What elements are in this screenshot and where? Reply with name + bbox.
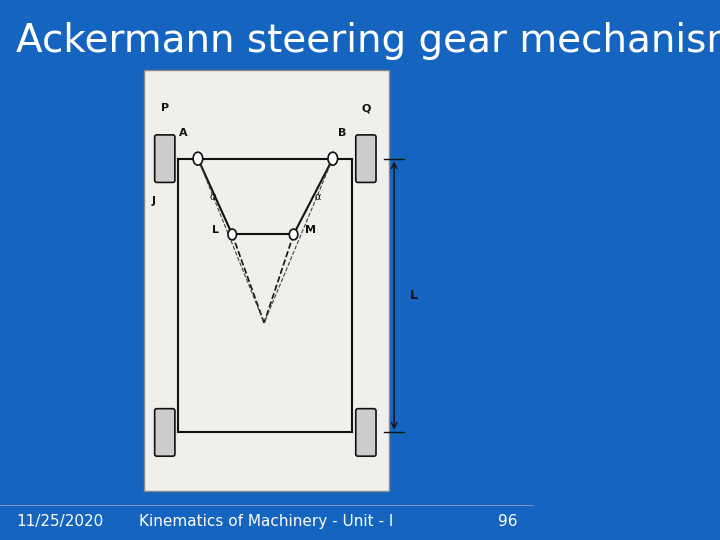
FancyBboxPatch shape — [155, 409, 175, 456]
FancyBboxPatch shape — [356, 135, 376, 183]
Text: α: α — [315, 192, 321, 201]
Ellipse shape — [289, 229, 298, 240]
Text: Ackermann steering gear mechanism: Ackermann steering gear mechanism — [16, 22, 720, 59]
FancyBboxPatch shape — [144, 70, 390, 491]
Text: α: α — [210, 192, 216, 201]
Text: Q: Q — [361, 103, 371, 113]
Ellipse shape — [228, 229, 236, 240]
Text: Kinematics of Machinery - Unit - I: Kinematics of Machinery - Unit - I — [140, 514, 394, 529]
Text: L: L — [212, 225, 219, 235]
Text: M: M — [305, 225, 316, 235]
Text: 11/25/2020: 11/25/2020 — [16, 514, 103, 529]
Text: B: B — [338, 129, 347, 138]
Text: L: L — [410, 289, 418, 302]
Text: P: P — [161, 103, 169, 113]
Text: A: A — [179, 129, 187, 138]
FancyBboxPatch shape — [155, 135, 175, 183]
FancyBboxPatch shape — [356, 409, 376, 456]
Ellipse shape — [328, 152, 338, 165]
Ellipse shape — [193, 152, 203, 165]
Text: 96: 96 — [498, 514, 517, 529]
Text: J: J — [152, 196, 156, 206]
